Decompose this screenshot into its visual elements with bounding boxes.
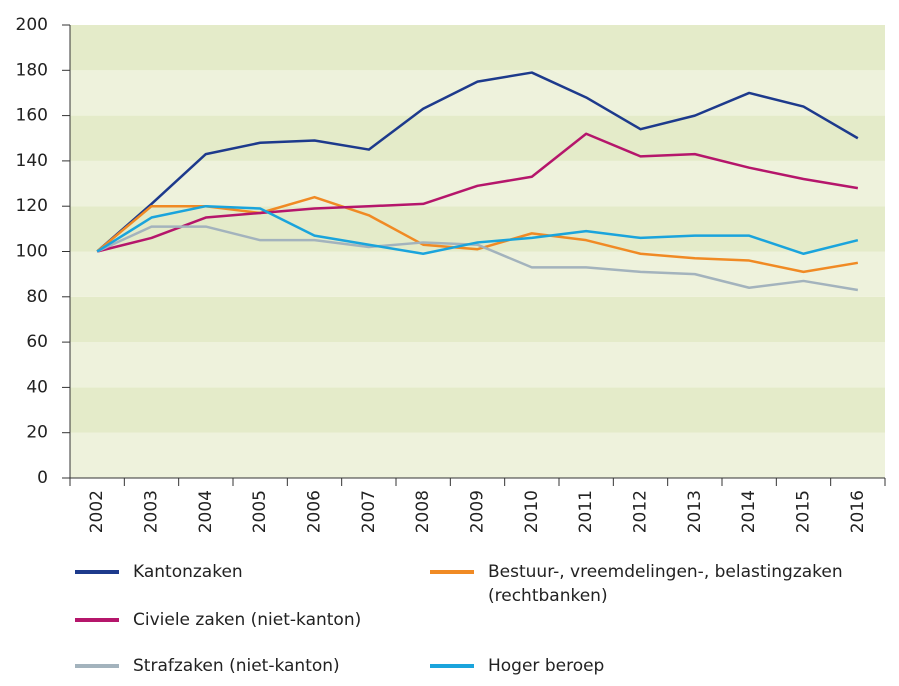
x-tick-label: 2012 — [631, 490, 651, 533]
x-tick-label: 2003 — [142, 490, 162, 533]
legend-label: Bestuur-, vreemdelingen-, belastingzaken… — [488, 562, 843, 606]
y-tick-label: 0 — [37, 468, 48, 488]
x-tick-label: 2007 — [359, 490, 379, 533]
series-line — [96, 204, 859, 256]
x-tick-label: 2004 — [196, 490, 216, 533]
series-line — [96, 132, 859, 253]
legend-label: Kantonzaken — [133, 562, 243, 582]
series-line — [96, 71, 859, 253]
y-tick-label: 160 — [16, 106, 48, 126]
y-tick-label: 140 — [16, 151, 48, 171]
y-tick-label: 180 — [16, 60, 48, 80]
x-tick-label: 2011 — [576, 490, 596, 533]
chart: 0 20 40 60 80 100 120 140 160 180 200 2002 2003 2004 2… — [16, 15, 886, 533]
y-tick-label: 60 — [26, 332, 48, 352]
y-tick-label: 120 — [16, 196, 48, 216]
y-tick-label: 20 — [26, 423, 48, 443]
x-tick-label: 2008 — [413, 490, 433, 533]
legend-swatch — [430, 570, 474, 574]
y-tick-label: 40 — [26, 377, 48, 397]
y-tick-label: 80 — [26, 287, 48, 307]
series-line — [96, 225, 859, 292]
x-tick-label: 2010 — [522, 490, 542, 533]
grid-band — [70, 251, 885, 297]
x-tick-label: 2015 — [794, 490, 814, 533]
legend-label: Strafzaken (niet-kanton) — [133, 656, 340, 676]
grid-band — [70, 432, 885, 478]
legend-label: Hoger beroep — [488, 656, 605, 676]
x-tick-label: 2014 — [739, 490, 759, 533]
legend-swatch — [75, 618, 119, 622]
x-tick-label: 2016 — [848, 490, 868, 533]
y-tick-label: 100 — [16, 242, 48, 262]
x-tick-label: 2006 — [305, 490, 325, 533]
grid-band — [70, 296, 885, 343]
grid-band — [70, 25, 885, 71]
x-tick-label: 2002 — [87, 490, 107, 533]
series-line — [96, 195, 859, 274]
grid-band — [70, 387, 885, 433]
grid-band — [70, 342, 885, 388]
legend-label: Civiele zaken (niet-kanton) — [133, 610, 362, 630]
x-tick-label: 2013 — [685, 490, 705, 533]
x-tick-label: 2009 — [468, 490, 488, 533]
legend-swatch — [430, 664, 474, 668]
x-tick-label: 2005 — [250, 490, 270, 533]
legend-swatch — [75, 570, 119, 574]
legend-swatch — [75, 664, 119, 668]
y-tick-label: 200 — [16, 15, 48, 35]
